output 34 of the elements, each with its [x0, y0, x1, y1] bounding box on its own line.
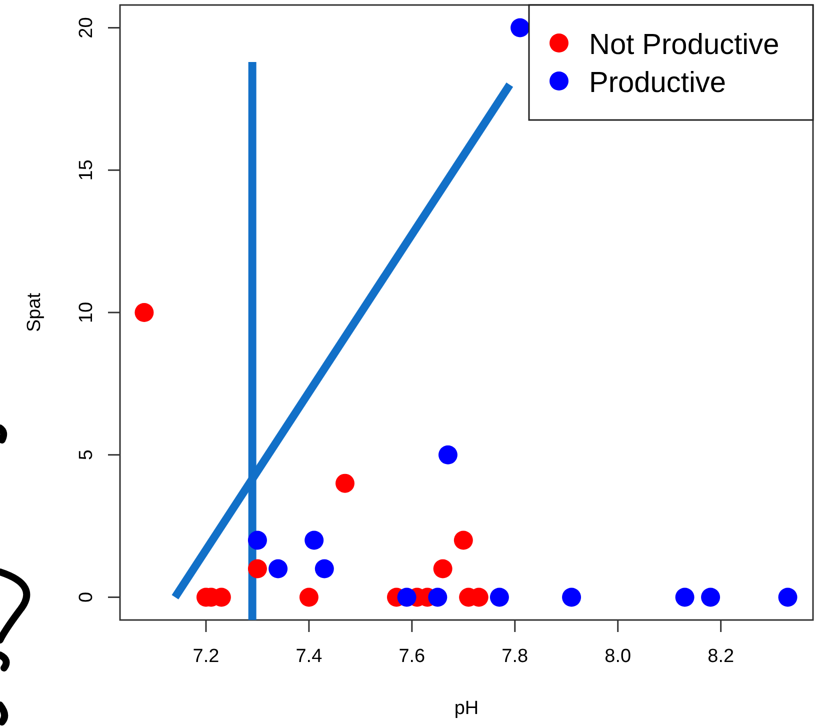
point: [428, 588, 448, 607]
point: [299, 588, 318, 607]
x-axis-title: pH: [454, 698, 479, 719]
y-axis-title: Spat: [24, 292, 45, 332]
x-tick-label: 8.2: [708, 646, 734, 667]
point: [335, 474, 354, 493]
point: [675, 588, 694, 607]
point: [268, 559, 288, 578]
point: [248, 559, 267, 578]
x-tick-label: 7.6: [398, 646, 426, 667]
y-tick-label: 5: [76, 450, 97, 460]
point: [490, 588, 509, 607]
legend-label: Productive: [589, 67, 726, 99]
x-tick-label: 7.4: [296, 646, 323, 667]
point: [510, 18, 530, 38]
point: [454, 530, 473, 550]
point: [314, 559, 334, 578]
point: [134, 303, 154, 322]
point: [701, 588, 720, 607]
x-tick-label: 7.8: [502, 646, 528, 667]
x-tick-label: 7.2: [192, 646, 220, 667]
y-tick-label: 0: [76, 592, 97, 603]
y-tick-label: 10: [76, 302, 97, 324]
point: [438, 445, 458, 464]
point: [562, 588, 582, 607]
point: [397, 588, 416, 607]
y-tick-label: 15: [76, 160, 97, 181]
point: [248, 530, 267, 550]
x-tick-label: 8.0: [604, 646, 632, 667]
point: [304, 530, 324, 550]
legend-label: Not Productive: [589, 29, 780, 61]
point: [778, 588, 798, 607]
point: [433, 559, 452, 578]
y-tick-label: 20: [76, 17, 97, 38]
